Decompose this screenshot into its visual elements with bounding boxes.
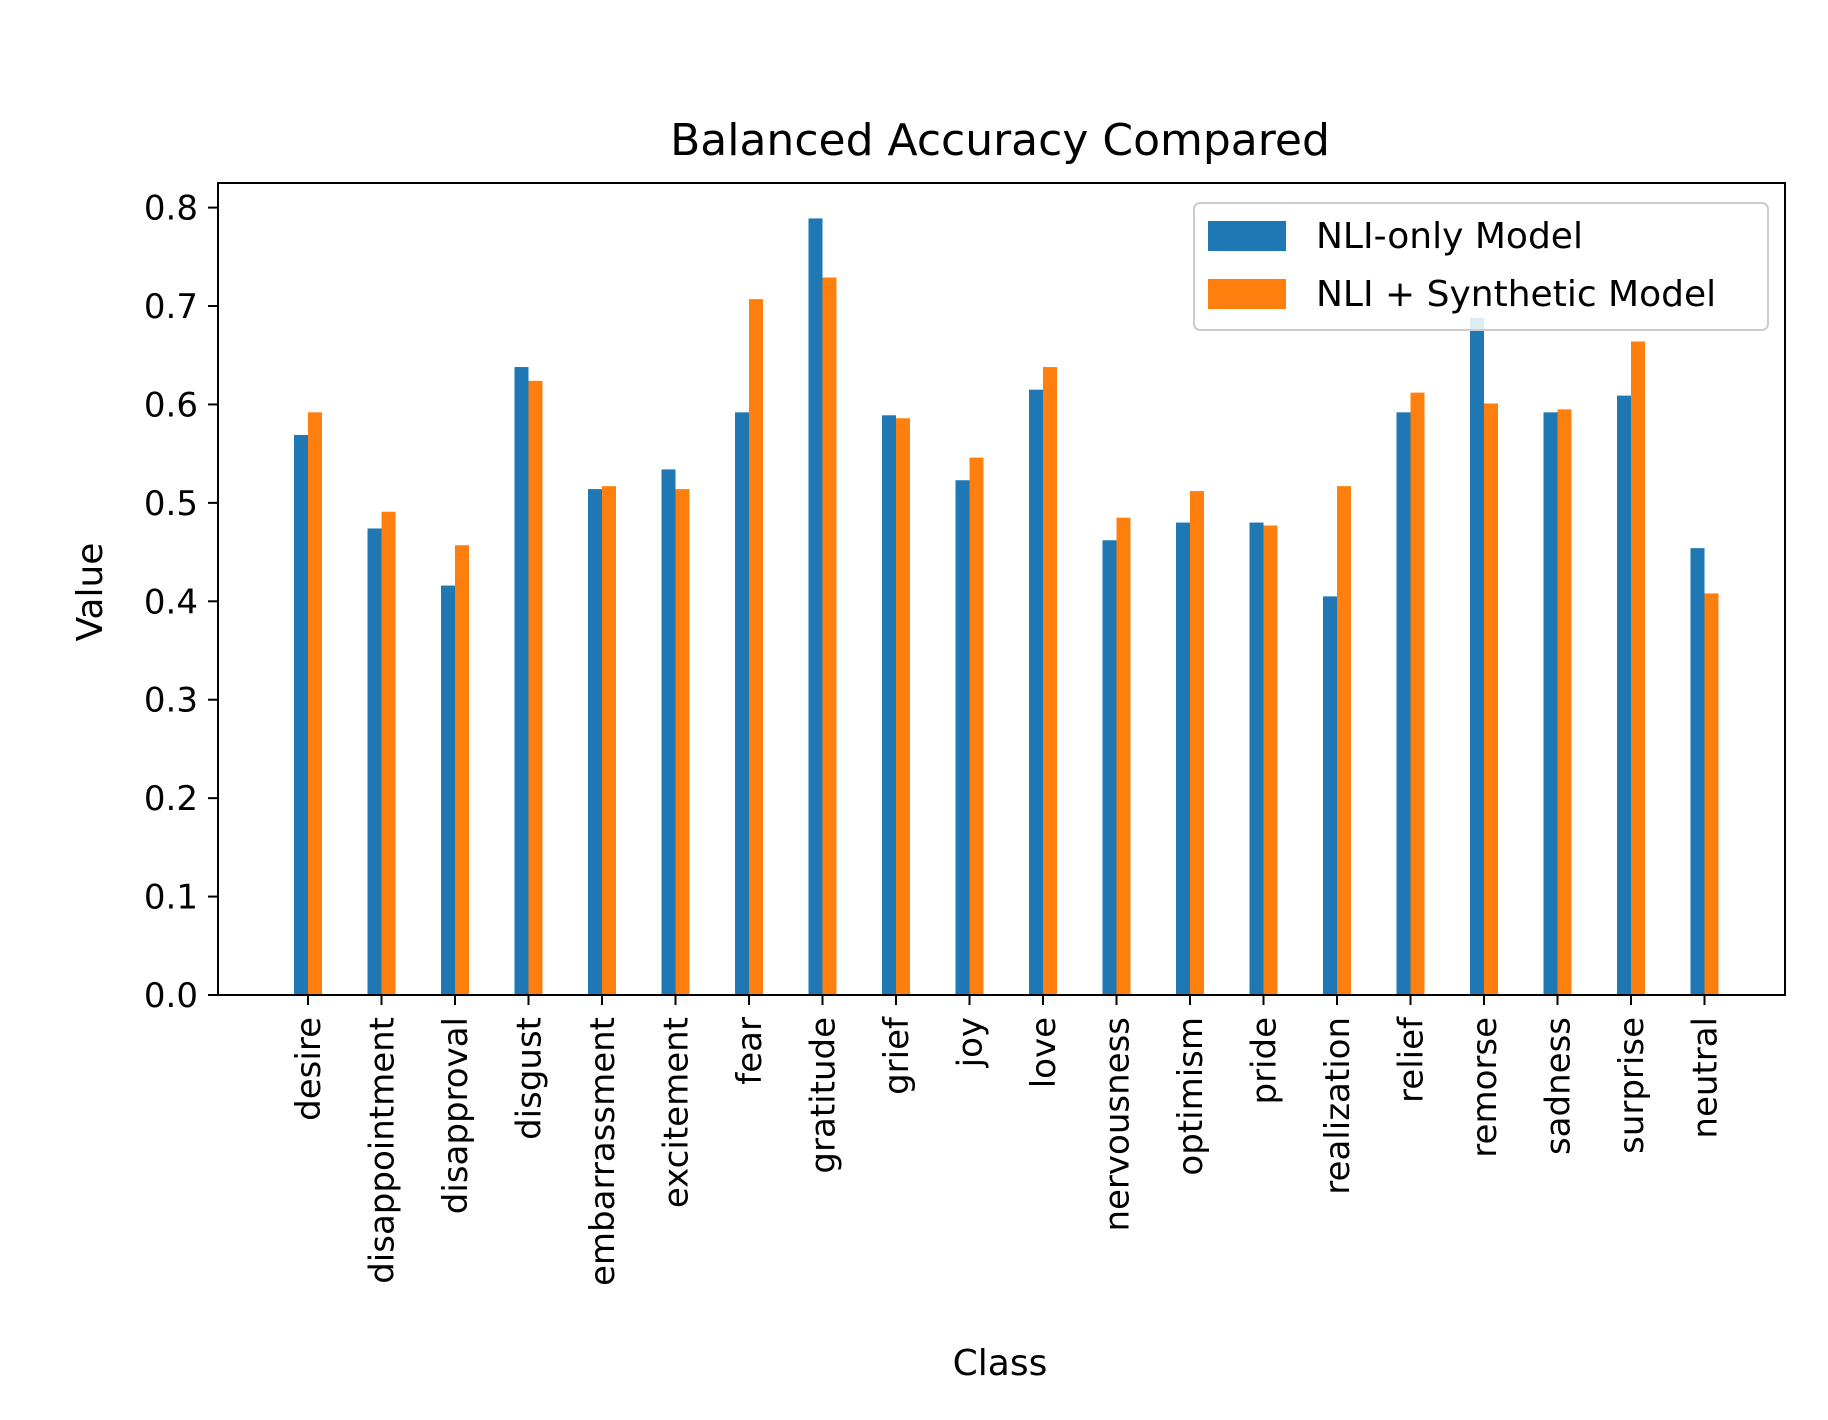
bar-nli-synthetic-surprise <box>1631 341 1645 996</box>
x-tick-label-sadness: sadness <box>1539 1017 1579 1155</box>
bar-nli-only-pride <box>1249 522 1264 995</box>
bar-nli-only-excitement <box>661 469 676 995</box>
x-tick-label-disappointment: disappointment <box>363 1017 403 1284</box>
x-tick-label-relief: relief <box>1392 1016 1432 1103</box>
bar-nli-synthetic-remorse <box>1484 403 1498 995</box>
bar-nli-only-love <box>1029 389 1043 995</box>
x-tick-label-optimism: optimism <box>1171 1017 1211 1176</box>
bar-nli-synthetic-excitement <box>675 489 690 995</box>
x-tick-label-joy: joy <box>951 1017 991 1068</box>
bar-nli-only-remorse <box>1470 317 1484 996</box>
bar-nli-synthetic-relief <box>1410 392 1425 995</box>
x-tick-label-gratitude: gratitude <box>804 1017 844 1174</box>
bar-nli-only-desire <box>294 434 308 995</box>
x-tick-label-excitement: excitement <box>657 1017 697 1208</box>
y-tick-label: 0.8 <box>144 189 198 229</box>
y-tick-label: 0.5 <box>144 484 198 524</box>
legend-swatch-nli-only <box>1208 221 1286 251</box>
bar-nli-synthetic-joy <box>969 457 984 995</box>
x-tick-label-love: love <box>1024 1017 1064 1088</box>
plot-area: 0.0 0.1 0.2 0.3 0.4 0.5 0.6 0.7 0.8 desire disappo… <box>144 182 1786 1286</box>
bar-nli-synthetic-disapproval <box>455 545 469 995</box>
bar-nli-only-embarrassment <box>588 489 602 995</box>
bar-nli-synthetic-disappointment <box>381 511 396 995</box>
x-tick-label-fear: fear <box>730 1017 770 1085</box>
bar-nli-only-fear <box>735 412 749 995</box>
bar-nli-synthetic-pride <box>1263 525 1278 995</box>
x-tick-label-surprise: surprise <box>1612 1017 1652 1154</box>
bar-nli-only-joy <box>955 480 970 995</box>
x-tick-label-disgust: disgust <box>510 1017 550 1140</box>
bar-nli-synthetic-embarrassment <box>602 486 616 995</box>
bar-nli-synthetic-love <box>1043 367 1057 995</box>
bar-nli-only-disgust <box>514 367 529 995</box>
y-axis-label: Value <box>70 543 111 642</box>
bar-nli-synthetic-neutral <box>1704 593 1719 995</box>
x-tick-label-neutral: neutral <box>1686 1017 1726 1139</box>
x-tick-label-remorse: remorse <box>1465 1017 1505 1158</box>
y-tick-label: 0.2 <box>144 779 198 819</box>
legend-swatch-nli-synthetic <box>1208 279 1286 309</box>
bar-nli-only-relief <box>1396 412 1411 995</box>
x-tick-label-nervousness: nervousness <box>1098 1017 1138 1232</box>
bar-nli-synthetic-gratitude <box>822 277 837 995</box>
bar-nli-only-disapproval <box>441 585 455 995</box>
x-tick-label-realization: realization <box>1318 1017 1358 1195</box>
legend-box <box>1193 202 1769 331</box>
bar-nli-synthetic-realization <box>1337 486 1351 995</box>
x-tick-label-desire: desire <box>289 1017 329 1121</box>
bar-nli-only-sadness <box>1543 412 1558 995</box>
bar-nli-only-surprise <box>1617 395 1631 995</box>
x-tick-label-disapproval: disapproval <box>436 1017 476 1214</box>
y-tick-label: 0.6 <box>144 385 198 425</box>
bar-nli-only-optimism <box>1176 522 1190 995</box>
bar-nli-synthetic-grief <box>896 418 910 995</box>
bar-nli-synthetic-nervousness <box>1116 517 1131 995</box>
bar-nli-synthetic-optimism <box>1190 491 1204 995</box>
bar-nli-synthetic-fear <box>749 299 763 995</box>
plot-frame <box>217 182 1786 996</box>
x-tick-label-pride: pride <box>1245 1017 1285 1105</box>
legend-label-nli-only: NLI-only Model <box>1316 216 1583 257</box>
x-tick-label-embarrassment: embarrassment <box>583 1017 623 1286</box>
bar-nli-only-grief <box>882 415 896 995</box>
chart-title: Balanced Accuracy Compared <box>670 115 1330 166</box>
x-tick-label-grief: grief <box>877 1016 917 1095</box>
bar-nli-synthetic-sadness <box>1557 409 1572 996</box>
bar-nli-synthetic-disgust <box>528 380 543 995</box>
y-tick-label: 0.4 <box>144 582 198 622</box>
y-tick-label: 0.3 <box>144 681 198 721</box>
bar-nli-only-gratitude <box>808 218 823 995</box>
bar-nli-only-realization <box>1323 596 1337 995</box>
bar-nli-synthetic-desire <box>308 412 322 995</box>
bar-nli-only-neutral <box>1690 548 1705 995</box>
y-tick-label: 0.0 <box>144 976 198 1016</box>
bar-nli-only-disappointment <box>367 528 382 995</box>
y-tick-label: 0.1 <box>144 878 198 918</box>
legend-label-nli-synthetic: NLI + Synthetic Model <box>1316 274 1716 315</box>
y-tick-label: 0.7 <box>144 287 198 327</box>
bar-nli-only-nervousness <box>1102 540 1117 995</box>
x-axis-label: Class <box>953 1343 1048 1384</box>
